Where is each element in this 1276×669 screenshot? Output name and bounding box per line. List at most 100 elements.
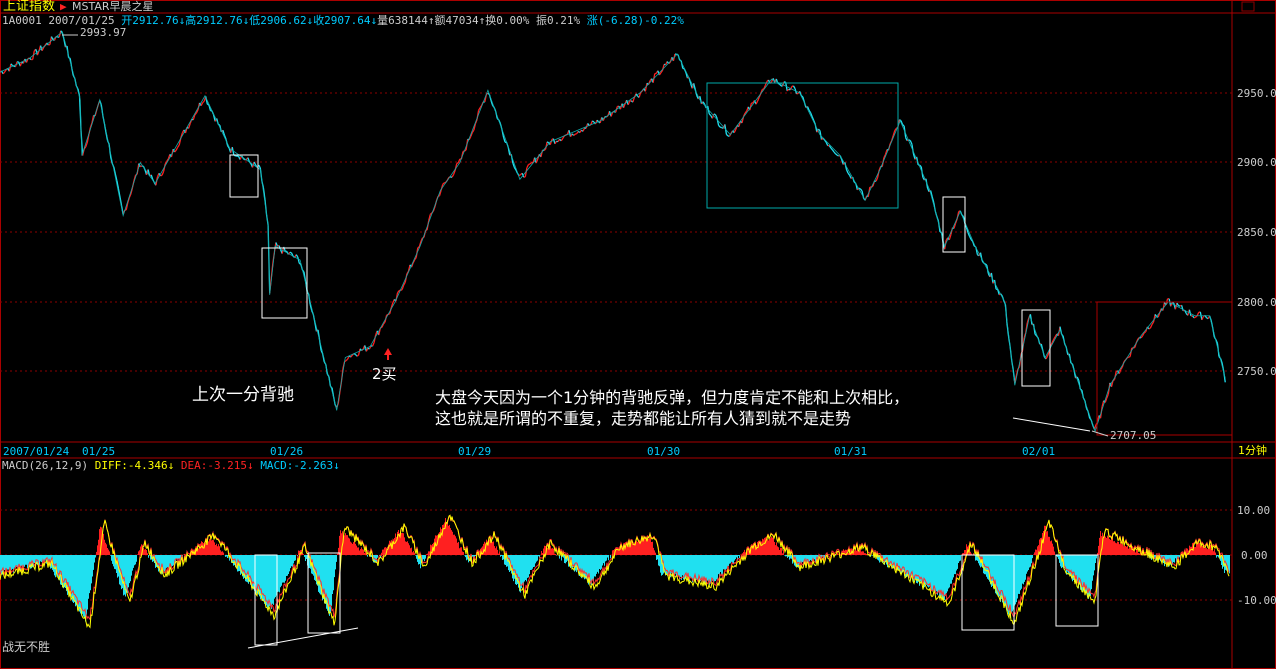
price-segment (1151, 321, 1155, 325)
annotation-boxes (62, 34, 1233, 649)
price-segment (524, 167, 528, 177)
price-segment (417, 246, 420, 249)
price-segment (546, 141, 550, 144)
price-segment (1143, 331, 1147, 334)
price-segment (969, 236, 972, 240)
price-segment (442, 182, 445, 185)
price-segment (742, 112, 746, 117)
price-segment (457, 158, 461, 163)
price-segment (1152, 314, 1156, 323)
indicator-name[interactable]: MSTAR早晨之星 (72, 0, 154, 13)
price-segment (571, 133, 575, 136)
price-segment (356, 354, 359, 357)
price-segment (859, 188, 863, 192)
period-selector[interactable]: 1分钟 (1238, 444, 1267, 457)
price-segment (470, 132, 473, 137)
price-segment (140, 165, 143, 168)
price-segment (262, 187, 266, 200)
price-segment (638, 92, 642, 98)
price-segment (275, 242, 279, 247)
price-segment (314, 322, 318, 332)
price-segment (1140, 335, 1144, 339)
price-tick: 2750.0 (1237, 365, 1276, 378)
price-segment (1196, 312, 1200, 316)
price-segment (160, 174, 163, 177)
price-segment (188, 123, 191, 129)
price-segment (1128, 356, 1131, 358)
price-segment (835, 153, 838, 156)
price-segment (711, 113, 715, 119)
price-segment (468, 136, 472, 141)
time-tick: 01/26 (270, 445, 304, 458)
low-marker: 2707.05 (1110, 429, 1157, 442)
price-segment (845, 169, 849, 174)
price-segment (368, 345, 372, 350)
price-segment (668, 61, 671, 65)
price-line (0, 30, 1226, 433)
price-segment (789, 86, 793, 91)
price-segment (1106, 393, 1109, 399)
price-segment (632, 97, 636, 103)
price-segment (749, 103, 752, 111)
price-segment (247, 157, 251, 163)
price-segment (997, 289, 1000, 295)
price-segment (1104, 397, 1108, 403)
price-segment (582, 127, 586, 132)
price-tick: 2900.0 (1237, 156, 1276, 169)
price-segment (1129, 347, 1133, 357)
price-segment (396, 290, 400, 294)
price-segment (222, 130, 226, 136)
price-segment (756, 97, 760, 102)
macd-tick: 0.00 (1241, 549, 1268, 562)
price-segment (660, 70, 664, 74)
price-segment (824, 139, 827, 143)
price-segment (161, 171, 165, 176)
price-segment (412, 259, 416, 264)
price-segment (410, 262, 414, 268)
amount: 额47034↑ (434, 14, 486, 27)
price-segment (830, 147, 833, 151)
price-segment (884, 149, 888, 155)
price-segment (453, 170, 456, 175)
time-tick: 2007/01/24 (3, 445, 70, 458)
price-segment (195, 109, 199, 114)
price-segment (390, 302, 394, 308)
price-segment (60, 30, 63, 34)
price-segment (926, 187, 930, 193)
price-segment (309, 304, 313, 311)
price-segment (658, 72, 662, 76)
price-segment (523, 176, 526, 178)
price-segment (456, 162, 459, 165)
dropdown-arrow-icon[interactable]: ▶ (60, 0, 67, 13)
price-segment (693, 83, 696, 90)
price-segment (502, 136, 506, 143)
macd-params: MACD(26,12,9) (2, 459, 89, 472)
price-segment (573, 133, 576, 136)
price-tick: 2950.0 (1237, 87, 1276, 100)
change: 涨(-6.28)-0.22% (586, 14, 684, 27)
price-segment (85, 142, 88, 148)
time-tick: 01/31 (834, 445, 868, 458)
price-segment (622, 103, 626, 109)
price-segment (432, 206, 436, 212)
price-tick: 2850.0 (1237, 226, 1276, 239)
index-name[interactable]: 上证指数 (3, 0, 56, 14)
price-segment (227, 145, 230, 149)
price-segment (590, 120, 593, 125)
price-segment (1142, 332, 1145, 337)
price-segment (490, 100, 494, 106)
price-segment (208, 104, 212, 111)
price-segment (1176, 302, 1180, 306)
price-segment (1050, 342, 1053, 347)
price-segment (909, 140, 913, 145)
price-segment (1076, 376, 1080, 381)
price-segment (345, 358, 349, 362)
price-segment (381, 323, 385, 328)
price-segment (133, 174, 137, 181)
price-segment (175, 146, 179, 151)
price-segment (29, 57, 32, 61)
price-segment (817, 128, 821, 132)
price-segment (414, 257, 417, 261)
price-segment (825, 141, 829, 146)
close: 收2907.64↓ (313, 14, 378, 27)
